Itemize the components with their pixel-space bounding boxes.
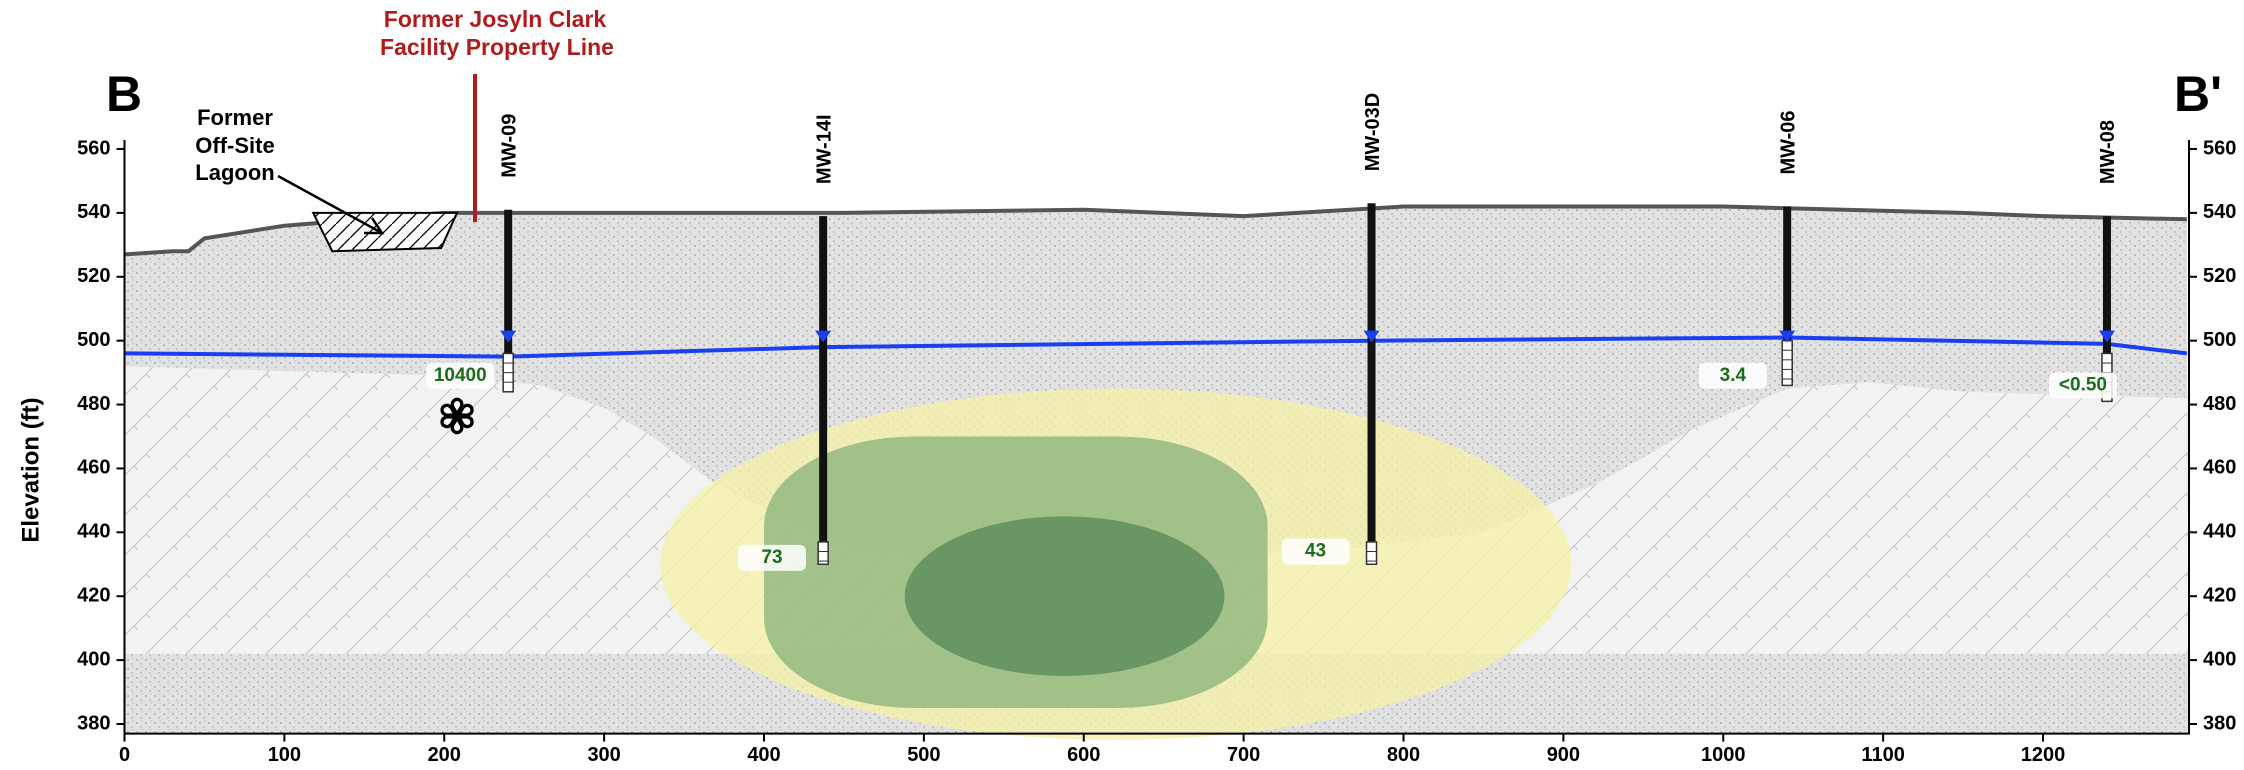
x-tick-label: 400: [747, 744, 780, 766]
y-tick-label-right: 560: [2203, 137, 2236, 159]
x-tick-label: 900: [1547, 744, 1580, 766]
well-name: MW-06: [1777, 110, 1799, 174]
y-tick-label-right: 440: [2203, 521, 2236, 543]
x-tick-label: 300: [587, 744, 620, 766]
y-tick-label: 420: [77, 585, 110, 607]
well-result: 43: [1305, 541, 1326, 562]
x-tick-label: 500: [907, 744, 940, 766]
y-tick-label-right: 520: [2203, 265, 2236, 287]
well-result: <0.50: [2059, 374, 2107, 395]
property-line-label: Facility Property Line: [380, 34, 614, 60]
y-tick-label-right: 480: [2203, 393, 2236, 415]
layers: [125, 176, 2190, 740]
y-axis-label: Elevation (ft): [17, 397, 44, 542]
y-tick-label: 460: [77, 457, 110, 479]
section-start: B: [106, 66, 142, 122]
x-tick-label: 1100: [1861, 744, 1904, 766]
lagoon: [313, 213, 457, 251]
y-tick-label-right: 500: [2203, 329, 2236, 351]
plume-high: [905, 516, 1225, 676]
y-tick-label: 560: [77, 137, 110, 159]
y-tick-label: 480: [77, 393, 110, 415]
y-tick-label: 540: [77, 201, 110, 223]
y-tick-label: 500: [77, 329, 110, 351]
y-tick-label: 440: [77, 521, 110, 543]
x-tick-label: 600: [1067, 744, 1100, 766]
x-tick-label: 200: [428, 744, 461, 766]
x-tick-label: 700: [1227, 744, 1260, 766]
cross-section: B B' Former Josyln Clark Facility Proper…: [0, 0, 2244, 770]
well-name: MW-03D: [1362, 93, 1384, 172]
lagoon-label: Lagoon: [195, 160, 274, 185]
section-end: B': [2174, 66, 2222, 122]
well-name: MW-08: [2097, 120, 2119, 184]
y-tick-label-right: 460: [2203, 457, 2236, 479]
lagoon-label: Former: [197, 105, 273, 130]
source-symbol: ✽: [439, 393, 476, 442]
well-result: 73: [761, 547, 782, 568]
well-name: MW-09: [498, 114, 520, 178]
lagoon-label: Off-Site: [195, 133, 274, 158]
x-tick-label: 1200: [2021, 744, 2066, 766]
well-result: 10400: [434, 365, 487, 386]
y-tick-label: 400: [77, 648, 110, 670]
y-tick-label: 520: [77, 265, 110, 287]
x-tick-label: 1000: [1701, 744, 1746, 766]
well-name: MW-14I: [813, 114, 835, 184]
y-tick-label: 380: [77, 712, 110, 734]
x-tick-label: 800: [1387, 744, 1420, 766]
well-result: 3.4: [1720, 365, 1747, 386]
y-tick-label-right: 420: [2203, 585, 2236, 607]
y-tick-label-right: 400: [2203, 648, 2236, 670]
x-tick-label: 100: [268, 744, 301, 766]
property-line-label: Former Josyln Clark: [384, 6, 607, 32]
y-tick-label-right: 540: [2203, 201, 2236, 223]
x-tick-label: 0: [119, 744, 130, 766]
y-tick-label-right: 380: [2203, 712, 2236, 734]
